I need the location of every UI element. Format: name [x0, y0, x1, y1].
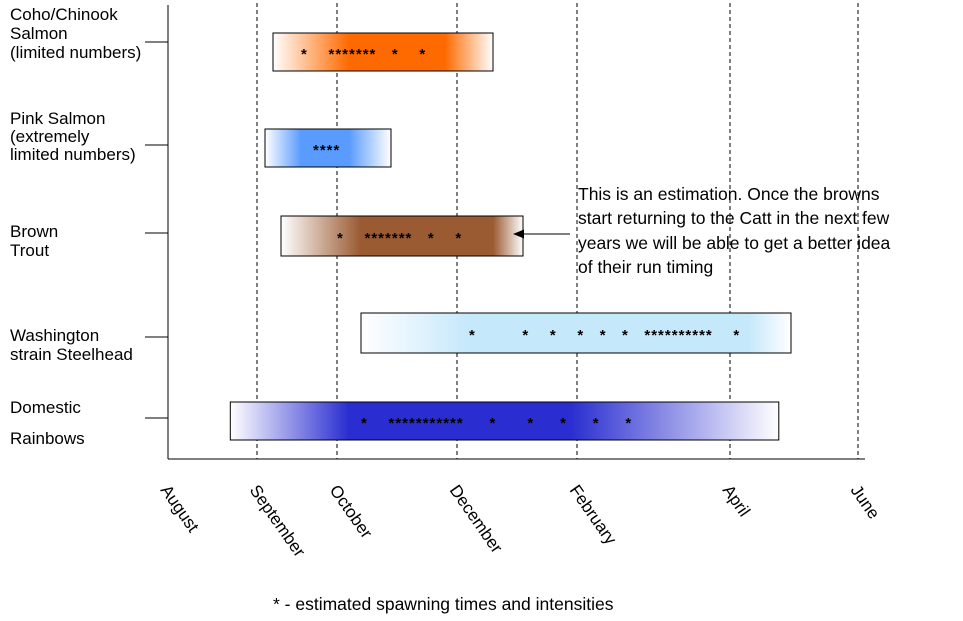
month-label: June: [847, 481, 884, 522]
species-label-line: Coho/Chinook: [10, 5, 118, 24]
month-label: September: [246, 481, 309, 560]
species-label-line: Salmon: [10, 24, 68, 43]
month-tick-labels: August September October December February Ap…: [157, 481, 884, 560]
run-bar: [360, 312, 792, 354]
spawning-stars: * ******* * *: [301, 46, 426, 63]
spawning-stars: * *********** * * * * *: [361, 415, 632, 432]
spawning-stars: * ******* * *: [337, 230, 462, 247]
species-label-line: limited numbers): [10, 145, 136, 164]
species-label-line: Rainbows: [10, 429, 85, 448]
run-bar: [229, 401, 780, 441]
species-label-line: (extremely: [10, 127, 90, 146]
annotation-line-1: This is an estimation. Once the browns: [578, 184, 880, 204]
annotation: This is an estimation. Once the browns s…: [513, 184, 891, 277]
annotation-line-4: of their run timing: [578, 257, 713, 277]
run-bar: [272, 32, 494, 72]
species-label-line: Washington: [10, 326, 99, 345]
month-label: December: [446, 481, 507, 556]
species-label-line: strain Steelhead: [10, 345, 133, 364]
annotation-line-2: start returning to the Catt in the next …: [578, 208, 890, 228]
row-tick-marks: [145, 41, 168, 419]
spawning-stars: * * * * * * ********** *: [469, 327, 740, 344]
annotation-arrowhead: [513, 229, 524, 239]
month-gridlines: [256, 3, 859, 459]
month-label: October: [326, 481, 376, 542]
annotation-line-3: years we will be able to get a better id…: [578, 233, 891, 253]
footnote: * - estimated spawning times and intensi…: [273, 594, 614, 614]
species-label-line: Pink Salmon: [10, 109, 105, 128]
species-label-line: Domestic: [10, 398, 81, 417]
run-timing-bars: * ******* * * **** * ******* * * * * * * * …: [229, 32, 792, 441]
month-label: February: [566, 481, 621, 548]
species-label-line: Brown: [10, 222, 58, 241]
month-label: August: [157, 481, 203, 535]
spawning-stars: ****: [313, 142, 340, 159]
species-label-line: (limited numbers): [10, 43, 141, 62]
species-label-line: Trout: [10, 241, 49, 260]
run-bar: [280, 215, 524, 257]
run-bar: [264, 128, 392, 168]
month-label: April: [719, 481, 754, 520]
